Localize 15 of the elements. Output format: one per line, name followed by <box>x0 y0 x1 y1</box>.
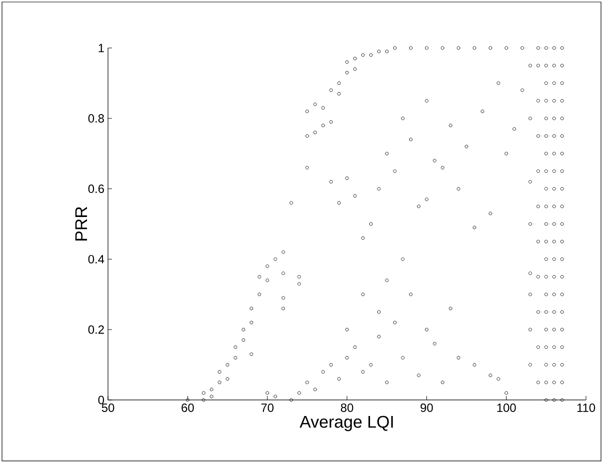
y-tick-label: 0.8 <box>88 114 104 123</box>
x-axis-title: Average LQI <box>300 416 393 432</box>
y-axis-title: PRR <box>75 206 88 240</box>
x-tick-label: 110 <box>577 404 596 412</box>
y-tick-label: 0 <box>98 396 104 404</box>
y-tick-label: 0.4 <box>88 254 104 264</box>
x-tick-label: 80 <box>340 404 354 412</box>
y-tick-label: 1 <box>98 44 104 52</box>
y-tick-label: 0.2 <box>88 325 104 334</box>
x-tick-label: 70 <box>261 404 274 412</box>
x-tick-label: 60 <box>182 404 194 412</box>
y-tick-label: 0.6 <box>88 184 104 194</box>
x-tick-label: 50 <box>102 404 114 412</box>
x-tick-label: 100 <box>497 404 516 412</box>
x-tick-label: 90 <box>420 404 433 412</box>
